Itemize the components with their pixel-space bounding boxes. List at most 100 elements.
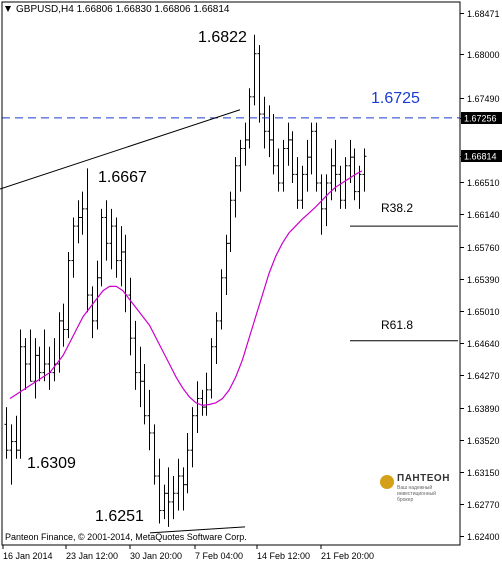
- price-bar: [42, 329, 47, 382]
- price-bar: [80, 191, 85, 235]
- price-bar: [71, 217, 76, 278]
- price-bar: [286, 122, 291, 166]
- price-bar: [37, 346, 42, 382]
- x-tick-label: 16 Jan 2014: [3, 551, 53, 561]
- price-bar: [200, 389, 205, 416]
- price-bar: [290, 131, 295, 183]
- y-tick-label: 1.64270: [467, 371, 500, 381]
- y-tick-label: 1.65390: [467, 275, 500, 285]
- price-bar: [209, 338, 214, 399]
- resistance-price-label: 1.67256: [464, 114, 497, 124]
- price-bar: [243, 122, 248, 166]
- price-bar: [99, 208, 104, 287]
- y-tick-label: 1.64640: [467, 339, 500, 349]
- price-bar: [157, 458, 162, 524]
- moving-average-line: [9, 170, 363, 407]
- price-bar: [181, 467, 186, 511]
- price-bar: [262, 96, 267, 149]
- symbol-marker-icon: [5, 6, 11, 12]
- plot-area: [0, 34, 460, 534]
- price-bar: [357, 165, 362, 209]
- price-bar: [171, 476, 176, 520]
- price-bar: [119, 226, 124, 287]
- price-bar: [224, 234, 229, 296]
- price-bar: [4, 407, 9, 459]
- price-bar: [18, 329, 23, 459]
- price-bar: [267, 105, 272, 158]
- price-bar: [228, 191, 233, 252]
- price-bar: [33, 338, 38, 399]
- price-bar: [104, 200, 109, 261]
- price-bar: [257, 45, 262, 123]
- y-tick-label: 1.63150: [467, 468, 500, 478]
- price-bar: [333, 139, 338, 192]
- price-bar: [281, 139, 286, 192]
- plot-frame: [1, 1, 461, 546]
- price-bar: [128, 277, 133, 356]
- current-price-box: [461, 150, 502, 162]
- price-bar: [338, 165, 343, 209]
- x-tick-label: 30 Jan 20:00: [130, 551, 182, 561]
- price-bar: [147, 389, 152, 451]
- y-tick-label: 1.68000: [467, 50, 500, 60]
- price-bar: [276, 148, 281, 192]
- price-bar: [133, 320, 138, 390]
- price-bar: [343, 157, 348, 209]
- y-tick-label: 1.67490: [467, 94, 500, 104]
- price-bar: [152, 424, 157, 485]
- price-bar: [114, 217, 119, 278]
- price-bar: [14, 415, 19, 459]
- price-bar: [66, 251, 71, 339]
- x-tick-label: 21 Feb 20:00: [321, 551, 374, 561]
- price-bar: [195, 381, 200, 433]
- price-bar: [162, 484, 167, 520]
- price-bar: [176, 458, 181, 511]
- price-bar: [295, 157, 300, 209]
- y-tick-label: 1.68471: [467, 9, 500, 19]
- price-bar: [305, 139, 310, 192]
- y-tick-label: 1.66510: [467, 178, 500, 188]
- price-bar: [166, 467, 171, 527]
- y-tick-label: 1.63520: [467, 436, 500, 446]
- y-tick-label: 1.63890: [467, 404, 500, 414]
- price-bar: [309, 122, 314, 175]
- price-bar: [204, 372, 209, 416]
- price-bar: [233, 157, 238, 218]
- price-bar: [142, 364, 147, 425]
- price-bar: [324, 174, 329, 227]
- price-bar: [252, 34, 257, 106]
- price-bar: [61, 303, 66, 347]
- current-price-label: 1.66814: [464, 152, 497, 162]
- price-bar: [362, 148, 367, 192]
- y-tick-label: 1.62770: [467, 500, 500, 510]
- x-tick-label: 7 Feb 04:00: [195, 551, 243, 561]
- upper-trendline: [0, 109, 241, 190]
- price-bar: [95, 260, 100, 330]
- price-bar: [90, 286, 95, 339]
- price-bar: [348, 139, 353, 183]
- price-bar: [28, 329, 33, 382]
- x-tick-label: 14 Feb 12:00: [257, 551, 310, 561]
- price-bar: [76, 200, 81, 244]
- price-bar: [138, 346, 143, 408]
- price-bar: [300, 165, 305, 209]
- price-bar: [23, 338, 28, 390]
- y-tick-label: 1.65010: [467, 307, 500, 317]
- x-tick-label: 23 Jan 12:00: [66, 551, 118, 561]
- price-bar: [247, 88, 252, 149]
- price-bar: [109, 208, 114, 270]
- price-bar: [190, 407, 195, 468]
- resistance-price-box: [461, 112, 502, 124]
- price-bar: [85, 168, 90, 313]
- lower-trendline: [149, 526, 246, 534]
- y-tick-label: 1.66140: [467, 210, 500, 220]
- price-bar: [314, 122, 319, 192]
- price-bar: [185, 432, 190, 494]
- price-bar: [214, 312, 219, 364]
- price-bar: [319, 174, 324, 235]
- price-bar: [9, 424, 14, 485]
- price-bar: [238, 139, 243, 192]
